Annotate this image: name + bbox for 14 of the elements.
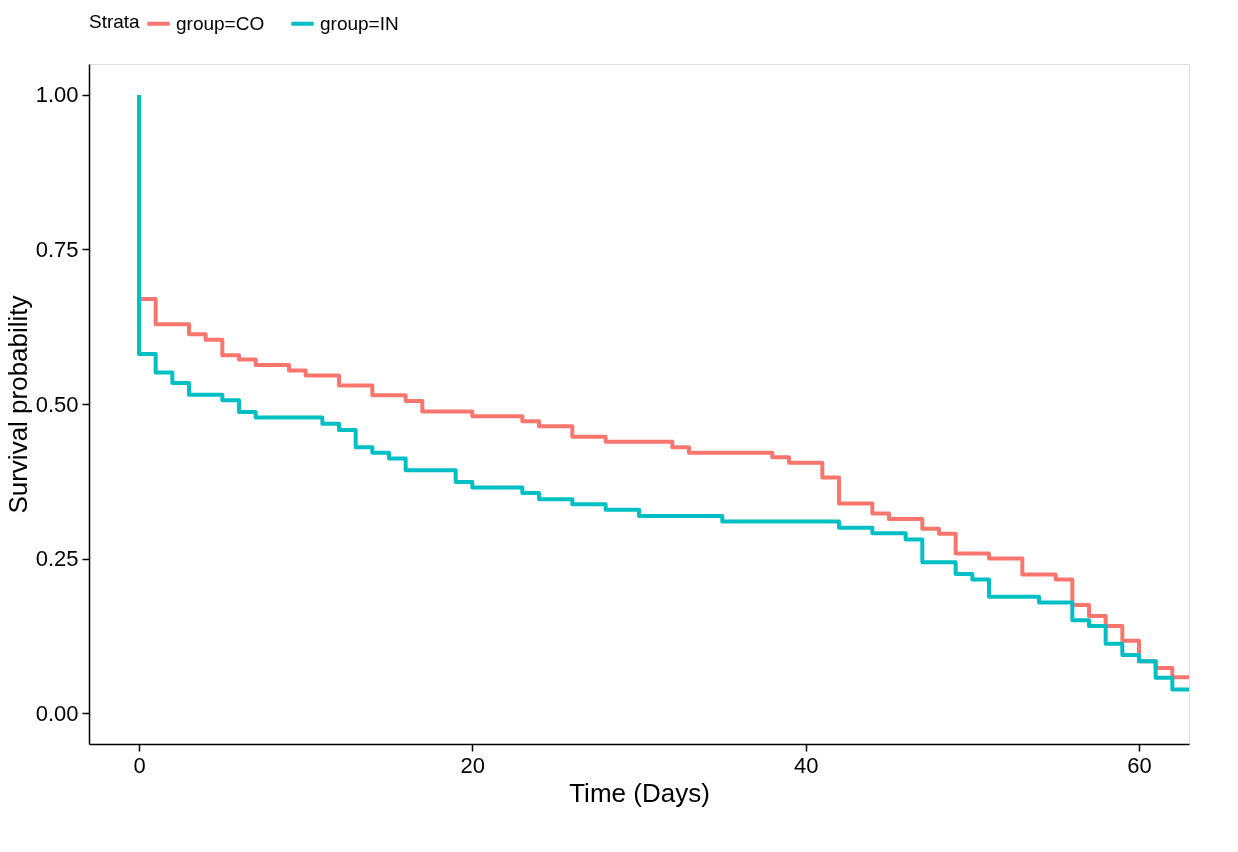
y-tick-label: 0.00	[35, 700, 79, 726]
y-tick-label: 0.75	[35, 236, 79, 262]
x-axis-title: Time (Days)	[569, 777, 710, 808]
y-axis-title: Survival probability	[2, 295, 33, 514]
legend-label: group=CO	[176, 12, 265, 34]
legend-title: Strata	[89, 11, 141, 32]
y-tick-label: 0.50	[35, 391, 79, 417]
x-tick-label: 60	[1127, 752, 1152, 778]
x-tick-label: 40	[793, 752, 819, 778]
x-tick-label: 20	[460, 752, 486, 778]
legend-label: group=IN	[320, 12, 399, 34]
y-tick-label: 1.00	[35, 82, 79, 108]
x-tick-label: 0	[133, 752, 146, 778]
y-tick-label: 0.25	[35, 546, 79, 572]
